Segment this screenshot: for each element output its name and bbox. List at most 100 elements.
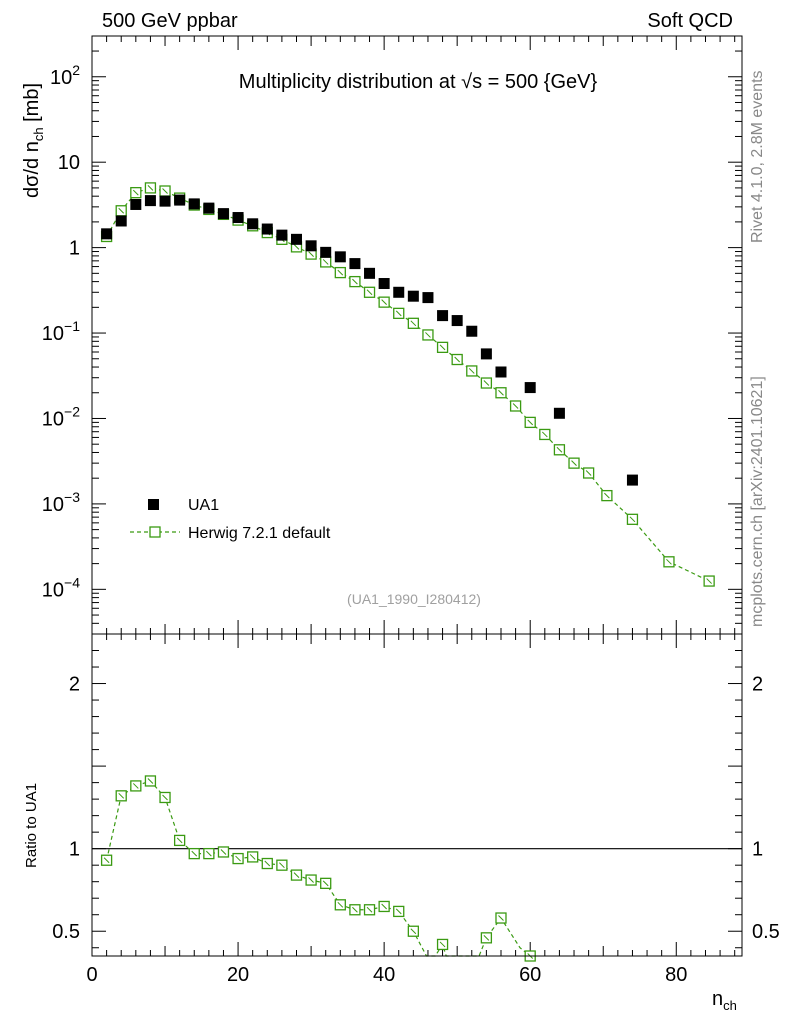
ua1-point	[334, 251, 346, 263]
y-tick-label: 10−3	[42, 489, 80, 516]
ratio-error-mark	[322, 880, 329, 887]
ua1-point	[305, 240, 317, 252]
herwig-error-mark	[381, 299, 387, 305]
ua1-point	[217, 208, 229, 220]
ratio-error-mark	[162, 794, 168, 801]
herwig-error-mark	[322, 259, 329, 265]
herwig-error-mark	[425, 332, 431, 338]
ua1-point	[553, 407, 565, 419]
ratio-error-mark	[293, 872, 300, 878]
y-tick-label: 10−2	[42, 403, 80, 430]
herwig-error-mark	[629, 516, 636, 523]
herwig-error-mark	[706, 578, 712, 584]
ratio-error-mark	[337, 901, 344, 908]
ua1-point	[247, 218, 259, 230]
x-tick-label: 0	[86, 964, 97, 986]
legend-ua1-label: UA1	[188, 497, 219, 514]
header-right: Soft QCD	[647, 10, 733, 32]
herwig-error-mark	[604, 492, 610, 499]
ratio-error-mark	[483, 934, 490, 941]
ua1-point	[393, 286, 405, 298]
herwig-error-mark	[337, 269, 344, 276]
ua1-point	[203, 202, 215, 214]
ua1-point	[174, 194, 186, 206]
ratio-error-mark	[176, 837, 183, 844]
legend-herwig-label: Herwig 7.2.1 default	[188, 525, 331, 542]
ratio-y-tick-label-right: 2	[752, 674, 763, 696]
ratio-error-mark	[410, 928, 417, 935]
ua1-point	[188, 198, 200, 210]
herwig-error-mark	[293, 244, 300, 250]
legend-ua1-marker	[148, 499, 159, 510]
ratio-error-mark	[191, 850, 198, 857]
ratio-error-mark	[308, 877, 314, 883]
herwig-error-mark	[468, 368, 475, 374]
herwig-line	[106, 187, 710, 582]
herwig-error-mark	[410, 320, 417, 327]
x-tick-label: 80	[665, 964, 687, 986]
ua1-point	[480, 348, 492, 360]
ua1-point	[364, 267, 376, 279]
legend-herwig-marker	[149, 526, 161, 538]
herwig-error-mark	[585, 470, 592, 476]
ratio-error-mark	[220, 849, 227, 855]
herwig-error-mark	[366, 289, 373, 296]
ua1-point	[524, 382, 536, 394]
ratio-error-mark	[147, 778, 154, 784]
ratio-error-mark	[118, 792, 125, 799]
ratio-error-mark	[395, 908, 402, 915]
ratio-error-mark	[381, 903, 387, 910]
ua1-point	[232, 212, 244, 224]
mcplots-label: mcplots.cern.ch [arXiv:2401.10621]	[749, 376, 766, 627]
rivet-label: Rivet 4.1.0, 2.8M events	[749, 70, 766, 243]
ua1-point	[276, 229, 288, 241]
ratio-y-axis-label: Ratio to UA1	[23, 783, 40, 868]
ua1-point	[437, 310, 449, 322]
ratio-error-mark	[235, 855, 241, 862]
herwig-error-mark	[118, 207, 125, 214]
y-tick-label: 10−4	[42, 574, 80, 601]
ratio-y-tick-label-right: 0.5	[752, 921, 780, 943]
herwig-error-mark	[352, 278, 358, 285]
herwig-error-mark	[556, 446, 563, 453]
ratio-error-mark	[439, 941, 446, 948]
herwig-error-mark	[527, 419, 534, 426]
ratio-error-mark	[264, 860, 271, 867]
ua1-point	[378, 278, 390, 290]
herwig-error-mark	[483, 380, 490, 386]
x-tick-label: 20	[227, 964, 249, 986]
y-tick-label: 1	[69, 238, 80, 260]
x-tick-label: 60	[519, 964, 541, 986]
main-plot-frame	[91, 35, 743, 635]
herwig-error-mark	[147, 185, 154, 191]
ratio-error-mark	[279, 862, 285, 869]
y-tick-label: 102	[50, 62, 80, 89]
ua1-point	[261, 223, 273, 235]
ua1-point	[349, 258, 361, 270]
ratio-error-mark	[132, 783, 139, 789]
ratio-y-tick-label: 2	[69, 674, 80, 696]
ratio-error-mark	[249, 854, 256, 860]
ua1-point	[101, 228, 113, 240]
herwig-error-mark	[162, 188, 168, 194]
ratio-y-tick-label: 1	[69, 839, 80, 861]
y-axis-label: dσ/d nch [mb]	[21, 83, 46, 198]
ua1-point	[130, 198, 142, 210]
header-left: 500 GeV ppbar	[102, 10, 238, 32]
herwig-error-mark	[454, 356, 461, 363]
ratio-plot-frame	[91, 633, 743, 957]
herwig-error-mark	[666, 558, 672, 565]
ratio-line	[106, 780, 531, 957]
y-tick-label: 10	[58, 152, 80, 174]
ratio-y-tick-label-right: 1	[752, 839, 763, 861]
ratio-error-mark	[498, 915, 504, 921]
herwig-error-mark	[512, 403, 519, 409]
ratio-error-mark	[366, 906, 373, 913]
ua1-point	[290, 233, 302, 245]
herwig-error-mark	[308, 251, 314, 257]
ratio-y-tick-label: 0.5	[52, 921, 80, 943]
ua1-point	[407, 290, 419, 302]
ua1-point	[451, 315, 463, 327]
ratio-error-mark	[352, 906, 358, 913]
